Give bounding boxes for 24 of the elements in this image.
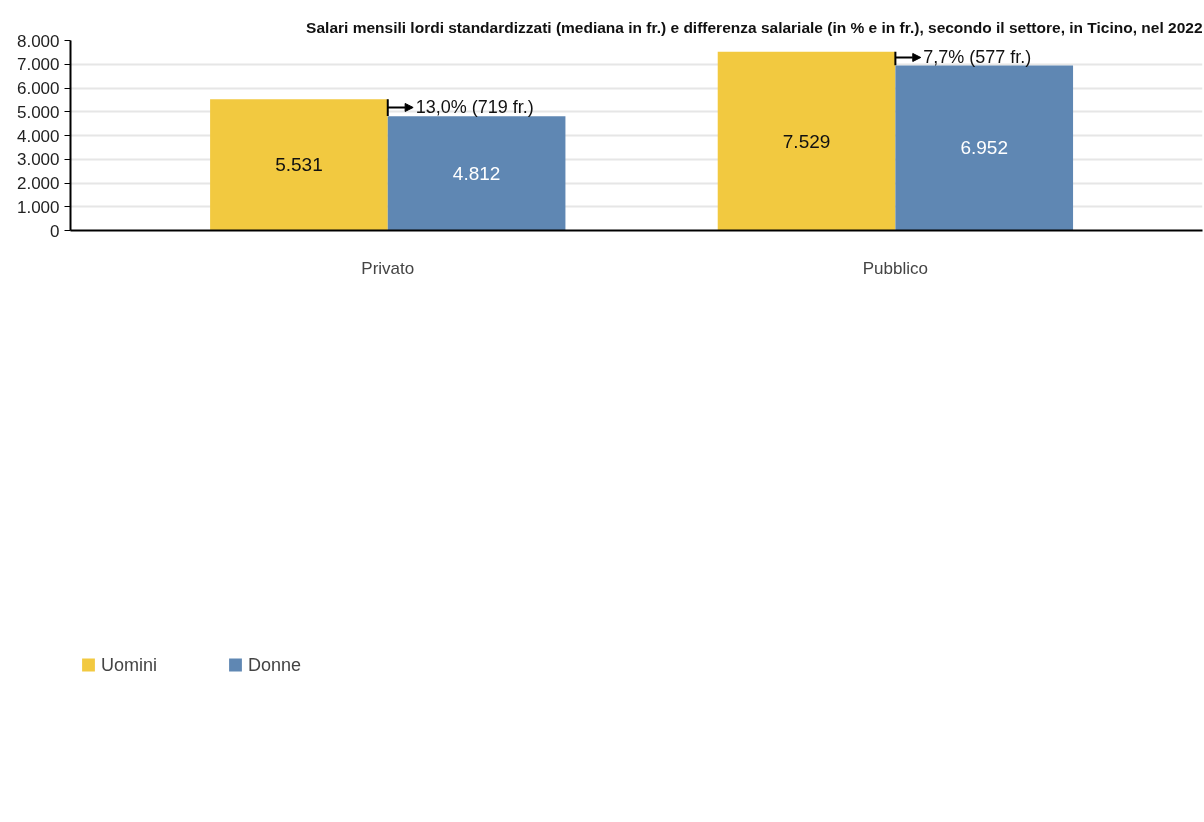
legend-label: Donne <box>248 654 302 676</box>
y-tick-label: 8.000 <box>16 31 60 51</box>
y-tick-label: 7.000 <box>16 55 60 75</box>
data-label: 5.531 <box>275 154 323 176</box>
bar <box>210 99 388 231</box>
y-tick-label: 4.000 <box>16 126 60 146</box>
y-tick-label: 3.000 <box>16 150 60 170</box>
y-tick-label: 2.000 <box>16 174 60 193</box>
y-tick-label: 0 <box>50 221 60 241</box>
y-tick-label: 6.000 <box>16 79 60 98</box>
bar <box>717 51 896 231</box>
data-label: 7.529 <box>782 130 831 152</box>
data-label: 6.952 <box>960 137 1008 159</box>
bar <box>387 116 566 231</box>
chart-title: Salari mensili lordi standardizzati (mediana in fr.) e differenza salariale (in % e in fr.), secondo il settore, in Ticino, nel 2022 <box>306 18 1203 36</box>
annotation: 7,7% (577 fr.) <box>923 47 1032 68</box>
annotation: 13,0% (719 fr.) <box>415 97 534 118</box>
x-tick-label: Pubblico <box>862 258 928 278</box>
x-tick-label: Privato <box>361 258 415 278</box>
legend-label: Uomini <box>101 654 158 676</box>
bar <box>895 65 1074 231</box>
data-label: 4.812 <box>452 162 501 184</box>
y-tick-label: 5.000 <box>16 102 60 122</box>
y-tick-label: 1.000 <box>16 197 60 217</box>
